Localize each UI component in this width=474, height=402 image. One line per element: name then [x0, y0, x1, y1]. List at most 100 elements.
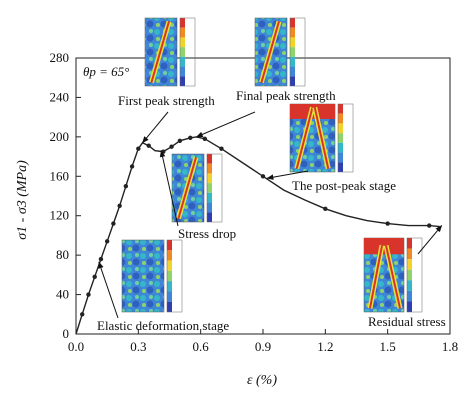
angle-label: θp = 65°: [83, 64, 129, 79]
simulation-thumbnails: [121, 17, 423, 313]
colorbar-segment: [338, 142, 343, 153]
annotation-label: First peak strength: [118, 93, 215, 108]
annotation-label: Stress drop: [178, 226, 236, 241]
colorbar-segment: [180, 76, 185, 86]
colorbar-segment: [407, 290, 412, 302]
colorbar-segment: [338, 162, 343, 172]
data-point: [323, 206, 328, 212]
shear-band: [369, 245, 383, 309]
data-point: [146, 143, 151, 148]
x-tick-label: 0.0: [68, 339, 84, 354]
annotations-layer: First peak strength Final peak strength Th…: [97, 88, 446, 333]
x-tick-label: 1.5: [380, 339, 396, 354]
colorbar-segment: [407, 269, 412, 281]
colorbar-segment: [290, 27, 295, 38]
data-point: [111, 221, 116, 226]
colorbar-segment: [290, 56, 295, 67]
colorbar-segment: [167, 250, 172, 261]
colorbar-frame: [289, 17, 306, 87]
colorbar-segment: [407, 301, 412, 312]
colorbar-segment: [167, 301, 172, 312]
data-point: [219, 146, 224, 151]
data-point: [98, 256, 104, 262]
colorbar-segment: [290, 76, 295, 86]
colorbar-segment: [290, 37, 295, 48]
annotation-arrow: [417, 225, 443, 255]
colorbar-segment: [167, 291, 172, 302]
colorbar-segment: [338, 104, 343, 114]
shear-band: [295, 107, 314, 169]
annotation-arrow: [159, 149, 179, 227]
data-point: [123, 183, 129, 189]
colorbar-segment: [207, 202, 212, 213]
shear-band: [385, 245, 401, 309]
y-tick-label: 40: [56, 287, 69, 302]
data-point: [177, 138, 183, 143]
annotation-arrow: [142, 111, 169, 144]
data-point: [136, 146, 141, 151]
data-point: [169, 144, 174, 149]
data-point: [260, 174, 266, 179]
colorbar-segment: [338, 113, 343, 124]
data-point: [202, 136, 208, 142]
y-tick-label: 160: [50, 168, 70, 183]
colorbar-segment: [167, 260, 172, 271]
shear-band: [313, 107, 330, 169]
colorbar-segment: [338, 123, 343, 134]
colorbar-segment: [207, 212, 212, 222]
axes: 0.0 0.3 0.6 0.9 1.2 1.5 1.8 0 40 80 120 160 200 240 28…: [50, 50, 459, 354]
data-point: [86, 292, 91, 297]
annotation-arrow: [266, 170, 309, 180]
colorbar-segment: [407, 238, 412, 249]
colorbar-frame: [179, 17, 196, 87]
series-layer: [75, 135, 440, 335]
colorbar-frame: [406, 237, 423, 313]
data-point: [188, 135, 193, 141]
shear-band: [150, 21, 170, 83]
x-tick-label: 0.3: [130, 339, 146, 354]
colorbar-segment: [338, 152, 343, 163]
y-tick-label: 280: [50, 50, 70, 65]
data-point: [80, 312, 85, 317]
colorbar-segment: [180, 66, 185, 77]
colorbar-segment: [407, 248, 412, 260]
data-point: [385, 221, 390, 226]
x-tick-label: 0.6: [193, 339, 210, 354]
y-tick-label: 80: [56, 247, 69, 262]
annotation-label: Elastic deformation stage: [97, 318, 229, 333]
colorbar-segment: [207, 192, 212, 203]
x-tick-label: 1.8: [442, 339, 458, 354]
colorbar-segment: [180, 47, 185, 57]
colorbar-segment: [407, 259, 412, 270]
colorbar-segment: [207, 173, 212, 184]
colorbar-segment: [338, 133, 343, 143]
data-point: [104, 239, 110, 244]
annotation-label: Residual stress: [368, 314, 446, 329]
y-tick-label: 200: [50, 129, 70, 144]
annotation-arrow: [195, 111, 256, 138]
data-point: [92, 274, 97, 280]
y-tick-label: 120: [50, 208, 70, 223]
colorbar-segment: [167, 270, 172, 282]
thumb-field: [121, 239, 165, 313]
annotation-arrow: [98, 261, 119, 319]
colorbar-segment: [290, 18, 295, 28]
colorbar-segment: [207, 154, 212, 164]
data-point: [117, 203, 122, 209]
colorbar-segment: [407, 280, 412, 291]
colorbar-segment: [290, 47, 295, 57]
shear-band: [260, 21, 280, 83]
colorbar-frame: [206, 153, 223, 223]
y-tick-label: 240: [50, 89, 70, 104]
colorbar-segment: [180, 18, 185, 28]
colorbar-segment: [167, 240, 172, 251]
colorbar-segment: [207, 163, 212, 174]
x-axis-label: ε (%): [247, 373, 277, 388]
colorbar-segment: [207, 183, 212, 193]
y-tick-label: 0: [63, 326, 70, 341]
colorbar-segment: [180, 37, 185, 48]
y-axis-label: σ1 - σ3 (MPa): [15, 160, 30, 240]
annotation-label: Final peak strength: [236, 88, 336, 103]
colorbar-frame: [337, 103, 354, 173]
